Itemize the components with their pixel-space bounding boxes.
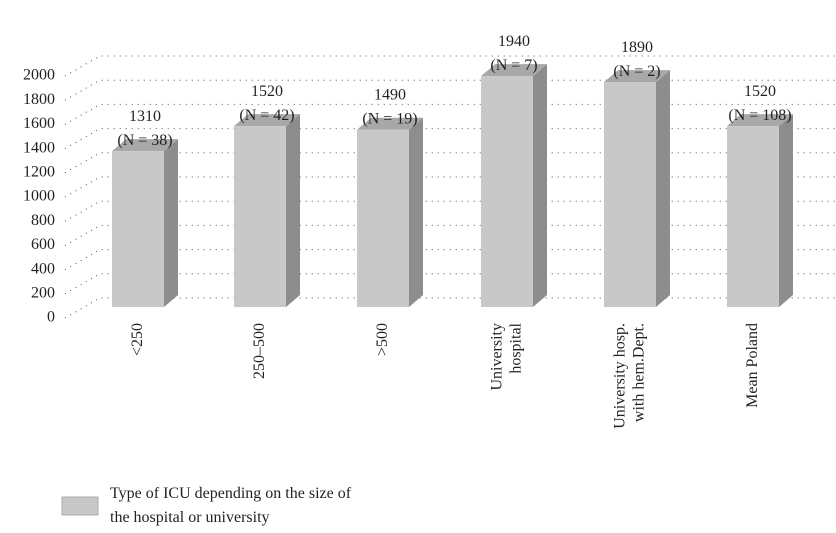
grid-line	[64, 297, 836, 319]
bar-front	[727, 126, 779, 308]
annotation: (N = 42)	[239, 107, 294, 124]
annotation: (N = 38)	[117, 132, 172, 149]
x-tick-label: Mean Poland	[744, 323, 761, 408]
legend-label: Type of ICU depending on the size of the …	[110, 485, 352, 526]
bar-side	[164, 139, 178, 307]
bar-front	[234, 126, 286, 308]
bar-front	[481, 76, 533, 307]
bar	[604, 70, 670, 307]
bar	[481, 64, 547, 307]
grid-line	[64, 55, 836, 77]
y-tick-label: 0	[47, 309, 55, 326]
bar-side	[656, 70, 670, 307]
bar	[112, 139, 178, 307]
grid-line	[64, 200, 836, 222]
bar-side	[286, 114, 300, 308]
annotation: (N = 108)	[728, 107, 791, 124]
bar-front	[357, 129, 409, 307]
y-tick-label: 600	[31, 236, 55, 253]
y-tick-label: 400	[31, 260, 55, 277]
x-tick-label: <250	[129, 323, 146, 356]
annotation: (N = 7)	[490, 57, 537, 74]
grid-line	[64, 249, 836, 271]
y-tick-label: 2000	[23, 67, 55, 84]
grid-line	[64, 128, 836, 150]
bar-side	[533, 64, 547, 307]
bar-side	[409, 117, 423, 307]
y-tick-label: 200	[31, 284, 55, 301]
bar-front	[112, 151, 164, 307]
y-tick-label: 1000	[23, 188, 55, 205]
grid-line	[64, 224, 836, 246]
y-tick-label: 1400	[23, 139, 55, 156]
x-tick-label: University hosp. with hem.Dept.	[611, 323, 647, 429]
bar-front	[604, 82, 656, 307]
y-tick-label: 1200	[23, 163, 55, 180]
value-label: 1890	[621, 39, 653, 56]
bar-top	[357, 117, 423, 130]
bar-top	[234, 114, 300, 127]
grid-line	[64, 79, 836, 101]
grid-line	[64, 103, 836, 125]
bar-top	[112, 139, 178, 152]
bar	[727, 114, 793, 308]
annotation: (N = 19)	[362, 110, 417, 127]
grid-line	[64, 152, 836, 174]
annotation: (N = 2)	[613, 63, 660, 80]
y-tick-label: 800	[31, 212, 55, 229]
value-label: 1520	[251, 83, 283, 100]
x-tick-label: >500	[374, 323, 391, 356]
bar-side	[779, 114, 793, 308]
bar	[234, 114, 300, 308]
x-tick-label: University hospital	[488, 322, 524, 390]
value-label: 1940	[498, 33, 530, 50]
grid-line	[64, 273, 836, 295]
bar-top	[727, 114, 793, 127]
y-tick-label: 1600	[23, 115, 55, 132]
bar	[357, 117, 423, 307]
grid-line	[64, 176, 836, 198]
value-label: 1310	[129, 108, 161, 125]
bar-top	[481, 64, 547, 77]
legend-swatch	[61, 496, 99, 516]
y-tick-label: 1800	[23, 91, 55, 108]
bar-top	[604, 70, 670, 83]
value-label: 1520	[744, 83, 776, 100]
x-tick-label: 250–500	[251, 323, 268, 379]
value-label: 1490	[374, 86, 406, 103]
